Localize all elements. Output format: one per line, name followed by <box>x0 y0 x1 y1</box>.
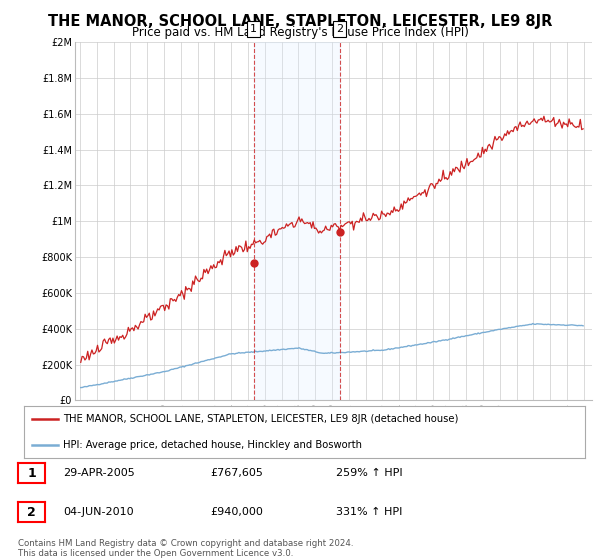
Text: Contains HM Land Registry data © Crown copyright and database right 2024.
This d: Contains HM Land Registry data © Crown c… <box>18 539 353 558</box>
Text: £767,605: £767,605 <box>210 468 263 478</box>
Text: 2: 2 <box>27 506 36 519</box>
Text: 2: 2 <box>336 24 343 34</box>
Text: 04-JUN-2010: 04-JUN-2010 <box>63 507 134 517</box>
Text: 29-APR-2005: 29-APR-2005 <box>63 468 135 478</box>
Text: Price paid vs. HM Land Registry's House Price Index (HPI): Price paid vs. HM Land Registry's House … <box>131 26 469 39</box>
Text: THE MANOR, SCHOOL LANE, STAPLETON, LEICESTER, LE9 8JR (detached house): THE MANOR, SCHOOL LANE, STAPLETON, LEICE… <box>63 414 458 424</box>
Text: £940,000: £940,000 <box>210 507 263 517</box>
Text: HPI: Average price, detached house, Hinckley and Bosworth: HPI: Average price, detached house, Hinc… <box>63 440 362 450</box>
Text: 1: 1 <box>250 24 257 34</box>
Text: THE MANOR, SCHOOL LANE, STAPLETON, LEICESTER, LE9 8JR: THE MANOR, SCHOOL LANE, STAPLETON, LEICE… <box>48 14 552 29</box>
Text: 331% ↑ HPI: 331% ↑ HPI <box>336 507 403 517</box>
Bar <box>254 42 340 400</box>
Text: 259% ↑ HPI: 259% ↑ HPI <box>336 468 403 478</box>
Text: 1: 1 <box>27 466 36 480</box>
